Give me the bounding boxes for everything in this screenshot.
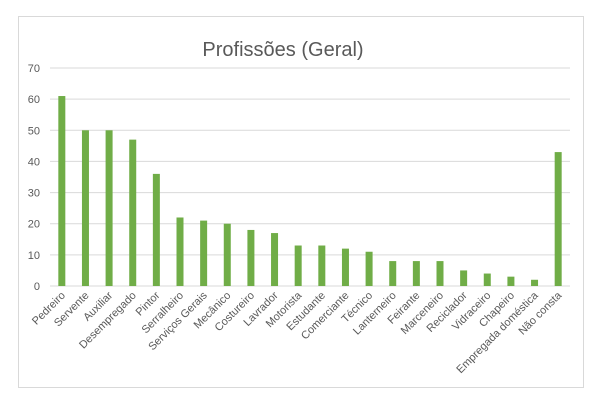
bar xyxy=(341,248,349,286)
bar xyxy=(412,261,420,286)
y-tick-label: 70 xyxy=(28,63,40,75)
gridlines xyxy=(50,67,570,287)
bar xyxy=(436,261,444,286)
y-tick-label: 30 xyxy=(28,188,40,200)
y-tick-label: 0 xyxy=(34,281,40,293)
bar xyxy=(176,217,184,286)
y-tick-label: 10 xyxy=(28,250,40,262)
bar xyxy=(152,173,160,286)
chart-title: Profissões (Geral) xyxy=(202,39,363,61)
y-tick-label: 50 xyxy=(28,125,40,137)
bars xyxy=(58,96,562,287)
y-axis-ticks: 0 10 20 30 40 50 60 70 xyxy=(28,63,40,293)
bar xyxy=(554,152,562,286)
bar xyxy=(81,130,89,286)
bar xyxy=(318,245,326,286)
bar xyxy=(247,229,255,286)
bar xyxy=(223,223,231,286)
bar xyxy=(200,220,208,286)
bar xyxy=(365,251,373,286)
bar xyxy=(58,96,66,287)
bar xyxy=(483,273,491,286)
bar xyxy=(129,139,137,286)
y-tick-label: 40 xyxy=(28,156,40,168)
bar xyxy=(105,130,113,286)
bar xyxy=(507,276,515,286)
bar xyxy=(294,245,302,286)
bar xyxy=(389,261,397,286)
y-tick-label: 60 xyxy=(28,94,40,106)
bar xyxy=(460,270,468,286)
bar xyxy=(271,233,279,286)
y-tick-label: 20 xyxy=(28,219,40,231)
x-axis-ticks: PedreiroServenteAuxiliarDesempregadoPint… xyxy=(30,289,565,376)
bar xyxy=(531,279,539,286)
